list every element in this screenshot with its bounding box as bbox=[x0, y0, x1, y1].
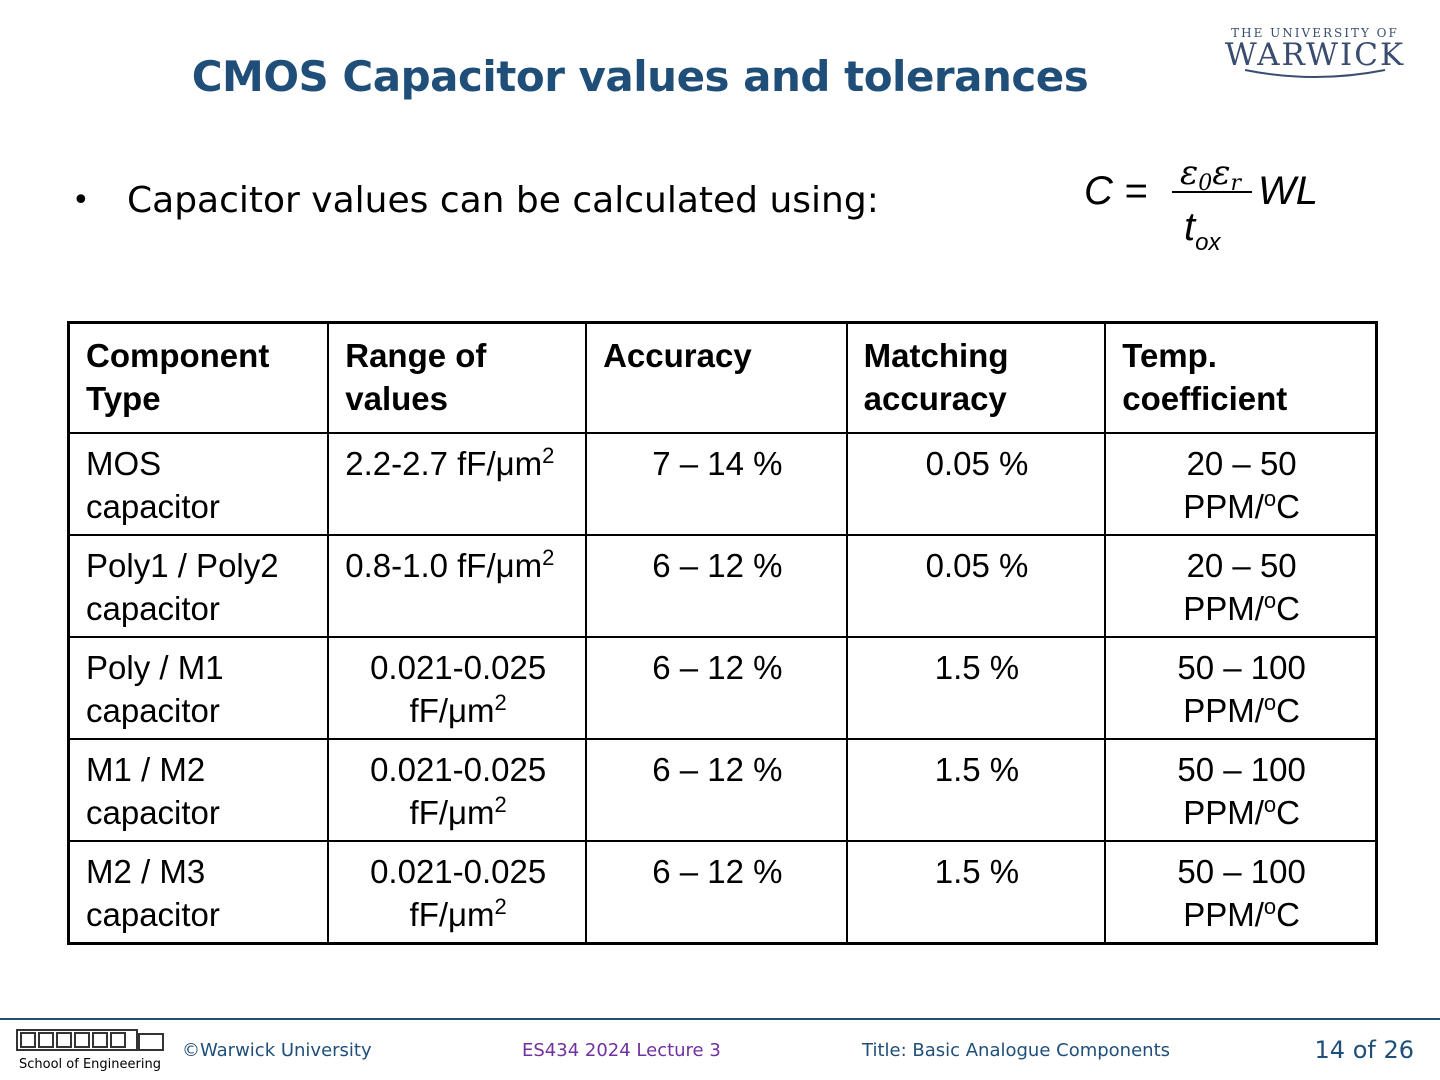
cell-accuracy: 6 – 12 % bbox=[585, 534, 848, 638]
cell-matching: 0.05 % bbox=[845, 534, 1107, 638]
footer-lecture: ES434 2024 Lecture 3 bbox=[522, 1040, 721, 1061]
bullet-item: • Capacitor values can be calculated usi… bbox=[72, 180, 879, 221]
bullet-text: Capacitor values can be calculated using… bbox=[127, 180, 879, 221]
capacitor-table: Component Type Range of values Accuracy Ma… bbox=[67, 321, 1378, 945]
school-label: School of Engineering bbox=[19, 1057, 161, 1072]
header-range: Range of values bbox=[327, 321, 588, 434]
cell-type: MOS capacitor bbox=[67, 432, 330, 536]
cell-type: M1 / M2 capacitor bbox=[67, 738, 330, 842]
cell-temp: 20 – 50 PPM/oC bbox=[1104, 534, 1378, 638]
formula-denominator: tox bbox=[1184, 205, 1221, 256]
header-accuracy: Accuracy bbox=[585, 321, 848, 434]
cell-matching: 0.05 % bbox=[845, 432, 1107, 536]
cell-matching: 1.5 % bbox=[845, 636, 1107, 740]
header-temp-coefficient: Temp. coefficient bbox=[1104, 321, 1378, 434]
logo-main-text: WARWICK bbox=[1224, 37, 1406, 73]
formula-numerator: ε0εr bbox=[1180, 153, 1243, 196]
logo-top-text: THE UNIVERSITY OF bbox=[1231, 26, 1399, 40]
formula-rhs: WL bbox=[1258, 169, 1318, 213]
cell-temp: 50 – 100 PPM/oC bbox=[1104, 738, 1378, 842]
page-number: 14 of 26 bbox=[1314, 1036, 1414, 1064]
table-row: M2 / M3 capacitor 0.021-0.025 fF/μm2 6 – 1… bbox=[67, 840, 1378, 945]
cell-matching: 1.5 % bbox=[845, 738, 1107, 842]
table-row: Poly1 / Poly2 capacitor 0.8-1.0 fF/μm2 6 … bbox=[67, 534, 1378, 638]
school-logo: School of Engineering bbox=[14, 1026, 166, 1072]
table-row: M1 / M2 capacitor 0.021-0.025 fF/μm2 6 – 1… bbox=[67, 738, 1378, 842]
table-row: Poly / M1 capacitor 0.021-0.025 fF/μm2 6 –… bbox=[67, 636, 1378, 740]
cell-temp: 20 – 50 PPM/oC bbox=[1104, 432, 1378, 536]
cell-type: M2 / M3 capacitor bbox=[67, 840, 330, 945]
capacitance-formula: C = ε0εr tox WL bbox=[1084, 153, 1318, 256]
cell-type: Poly / M1 capacitor bbox=[67, 636, 330, 740]
cell-accuracy: 6 – 12 % bbox=[585, 738, 848, 842]
cell-temp: 50 – 100 PPM/oC bbox=[1104, 840, 1378, 945]
cell-accuracy: 6 – 12 % bbox=[585, 636, 848, 740]
slide-title: CMOS Capacitor values and tolerances bbox=[191, 52, 1089, 101]
slide-footer: School of Engineering ©Warwick Universit… bbox=[0, 1020, 1440, 1080]
header-component-type: Component Type bbox=[67, 321, 330, 434]
logo-arc-icon bbox=[1244, 69, 1386, 78]
school-building-icon bbox=[16, 1029, 164, 1051]
cell-range: 2.2-2.7 fF/μm2 bbox=[327, 432, 588, 536]
cell-matching: 1.5 % bbox=[845, 840, 1107, 945]
footer-title: Title: Basic Analogue Components bbox=[862, 1040, 1171, 1061]
table-header-row: Component Type Range of values Accuracy Ma… bbox=[67, 321, 1378, 434]
cell-type: Poly1 / Poly2 capacitor bbox=[67, 534, 330, 638]
cell-temp: 50 – 100 PPM/oC bbox=[1104, 636, 1378, 740]
table-row: MOS capacitor 2.2-2.7 fF/μm2 7 – 14 % 0.0… bbox=[67, 432, 1378, 536]
warwick-logo: THE UNIVERSITY OF WARWICK bbox=[1220, 26, 1410, 80]
cell-range: 0.021-0.025 fF/μm2 bbox=[327, 636, 588, 740]
footer-divider bbox=[0, 1018, 1440, 1020]
bullet-icon: • bbox=[72, 183, 90, 218]
cell-accuracy: 6 – 12 % bbox=[585, 840, 848, 945]
cell-range: 0.021-0.025 fF/μm2 bbox=[327, 738, 588, 842]
cell-range: 0.021-0.025 fF/μm2 bbox=[327, 840, 588, 945]
formula-lhs: C = bbox=[1084, 169, 1147, 213]
header-matching: Matching accuracy bbox=[845, 321, 1107, 434]
footer-copyright: ©Warwick University bbox=[182, 1040, 372, 1061]
cell-range: 0.8-1.0 fF/μm2 bbox=[327, 534, 588, 638]
cell-accuracy: 7 – 14 % bbox=[585, 432, 848, 536]
